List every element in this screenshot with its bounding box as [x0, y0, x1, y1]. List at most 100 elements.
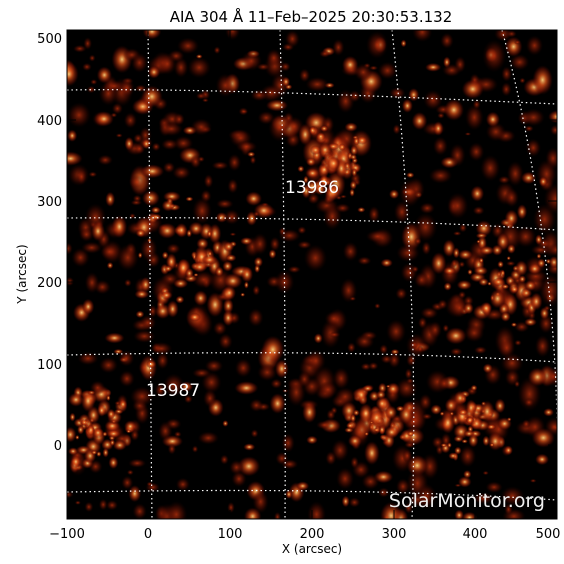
emission-patch [449, 143, 466, 167]
plage-patch [112, 439, 127, 451]
emission-patch [155, 382, 166, 398]
plage-patch [487, 431, 504, 451]
emission-patch [223, 209, 240, 225]
emission-patch [257, 363, 278, 382]
emission-patch [281, 76, 291, 88]
emission-patch [245, 191, 263, 206]
plage-patch [126, 429, 132, 434]
plage-patch [384, 405, 398, 420]
emission-patch [335, 203, 351, 213]
plage-patch [46, 414, 53, 424]
emission-patch [158, 421, 173, 441]
emission-patch [285, 489, 293, 499]
emission-patch [69, 412, 76, 422]
plage-patch [478, 257, 484, 264]
x-tick-label: 0 [144, 527, 152, 542]
emission-patch [514, 339, 522, 346]
plage-patch [80, 418, 88, 427]
emission-patch [157, 222, 177, 239]
emission-patch [307, 501, 326, 519]
emission-patch [124, 136, 134, 151]
plage-patch [492, 277, 505, 287]
plage-patch [537, 258, 546, 269]
emission-patch [458, 476, 472, 488]
emission-patch [104, 332, 125, 344]
plage-patch [504, 209, 519, 228]
emission-patch [195, 92, 207, 100]
emission-patch [531, 427, 556, 448]
emission-patch [234, 381, 259, 395]
plage-patch [57, 421, 64, 429]
emission-patch [203, 174, 214, 189]
plage-patch [147, 238, 152, 243]
emission-patch [494, 30, 513, 42]
y-tick-labels: 0 100 200 300 400 500 [37, 32, 62, 454]
emission-patch [417, 345, 424, 353]
emission-patch [190, 118, 213, 136]
emission-patch [151, 142, 161, 152]
emission-patch [501, 66, 512, 82]
emission-patch [250, 89, 269, 102]
emission-patch [287, 265, 301, 274]
emission-patch [71, 247, 90, 268]
emission-patch [449, 347, 463, 356]
emission-patch [454, 483, 462, 488]
emission-patch [274, 511, 281, 519]
plage-patch [448, 452, 458, 460]
plage-patch [223, 241, 235, 252]
plage-patch [539, 306, 550, 320]
emission-patch [480, 154, 501, 182]
emission-patch [126, 469, 134, 476]
emission-patch [482, 363, 493, 374]
emission-patch [419, 202, 436, 214]
plage-patch [349, 188, 355, 197]
emission-patch [88, 171, 98, 178]
emission-patch [77, 351, 99, 366]
plage-patch [338, 143, 346, 151]
emission-patch [428, 167, 453, 184]
plage-patch [344, 122, 358, 132]
plage-patch [222, 285, 237, 301]
emission-patch [464, 323, 485, 343]
emission-patch [240, 51, 262, 71]
plage-patch [124, 420, 137, 433]
emission-patch [252, 284, 261, 296]
plage-patch [166, 300, 179, 318]
emission-patch [433, 121, 444, 136]
emission-patch [325, 451, 337, 466]
plage-patch [135, 228, 146, 238]
plage-patch [77, 424, 85, 435]
emission-patch [428, 321, 442, 339]
emission-patch [67, 61, 79, 87]
emission-patch [411, 111, 428, 131]
plage-patch [164, 265, 173, 273]
emission-patch [249, 398, 264, 412]
emission-patch [465, 104, 484, 131]
emission-patch [416, 483, 437, 510]
plage-patch [91, 450, 98, 455]
emission-patch [451, 259, 458, 269]
emission-patch [485, 481, 503, 494]
emission-patch [225, 30, 241, 41]
plage-patch [510, 322, 518, 328]
emission-patch [374, 303, 381, 309]
plage-patch [305, 167, 320, 179]
emission-patch [504, 188, 519, 208]
emission-patch [252, 489, 269, 514]
emission-patch [172, 165, 191, 180]
emission-patch [354, 63, 373, 82]
emission-patch [368, 361, 379, 371]
emission-patch [472, 99, 481, 110]
emission-patch [128, 485, 142, 503]
emission-patch [97, 154, 113, 166]
plage-patch [443, 282, 452, 291]
plage-patch [506, 243, 516, 254]
emission-patch [150, 341, 173, 356]
emission-patch [386, 319, 407, 344]
plage-patch [173, 278, 189, 289]
plage-patch [134, 289, 150, 299]
emission-patch [369, 65, 379, 71]
plage-patch [106, 394, 111, 402]
emission-patch [519, 77, 526, 84]
